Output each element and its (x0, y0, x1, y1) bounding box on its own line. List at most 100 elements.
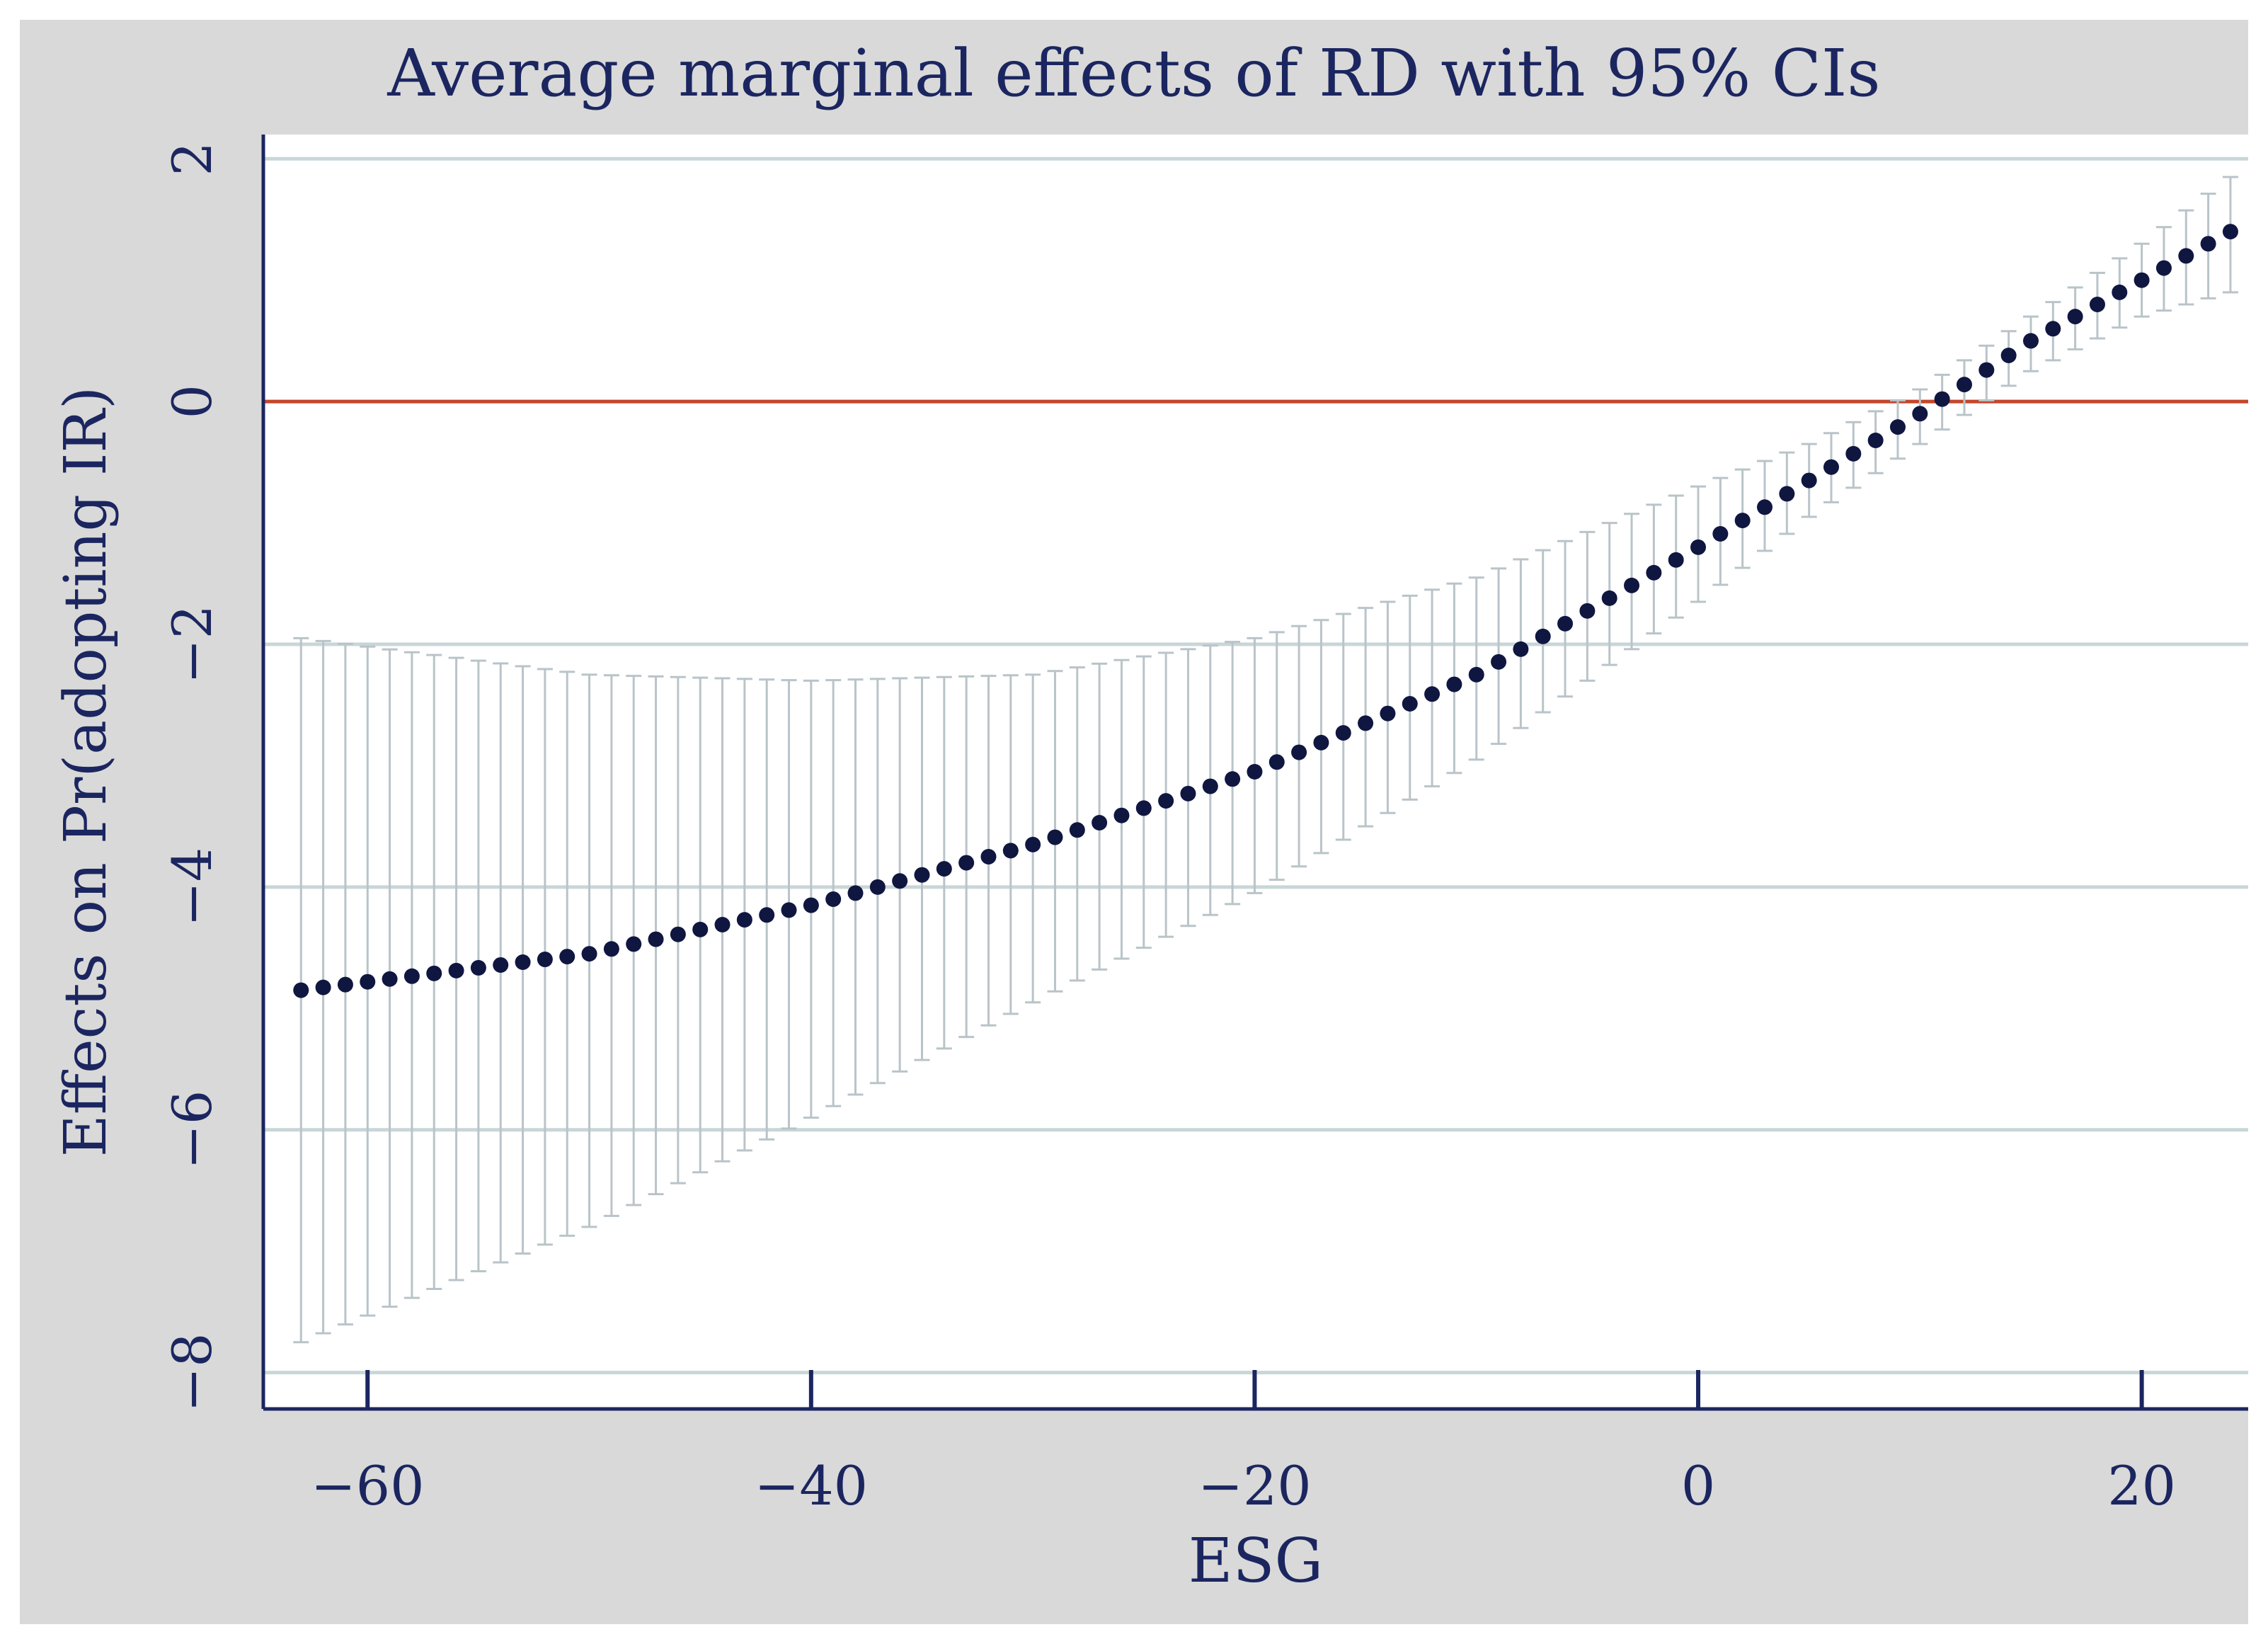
point-estimate (1779, 486, 1795, 502)
point-estimate (1468, 666, 1484, 683)
point-estimate (1313, 734, 1329, 750)
point-estimate (825, 891, 842, 907)
point-estimate (2045, 321, 2061, 337)
point-estimate (1402, 696, 1418, 712)
x-tick-label: −40 (755, 1454, 868, 1517)
x-tick-label: 20 (2107, 1454, 2176, 1517)
point-estimate (1113, 807, 1130, 823)
point-estimate (470, 959, 486, 976)
point-estimate (426, 965, 442, 981)
point-estimate (515, 954, 531, 971)
point-estimate (493, 957, 509, 973)
point-estimate (1579, 603, 1596, 619)
point-estimate (537, 952, 553, 968)
point-estimate (1335, 725, 1351, 741)
point-estimate (1912, 406, 1928, 422)
point-estimate (1845, 445, 1862, 462)
x-axis-label: ESG (1188, 1526, 1324, 1597)
point-estimate (2089, 297, 2105, 312)
x-tick-label: −60 (311, 1454, 424, 1517)
x-tick-label: 0 (1681, 1454, 1715, 1517)
point-estimate (736, 912, 752, 928)
point-estimate (1092, 815, 1108, 830)
point-estimate (759, 907, 775, 923)
point-estimate (2222, 224, 2238, 240)
y-tick-label: 2 (161, 142, 224, 176)
point-estimate (2155, 260, 2172, 276)
point-estimate (847, 885, 864, 901)
confidence-intervals (293, 176, 2238, 1344)
point-estimate (1291, 744, 1307, 760)
point-estimate (1978, 362, 1995, 378)
point-estimate (1225, 771, 1241, 787)
point-estimate (1690, 539, 1707, 555)
y-tick-label: 0 (161, 384, 224, 418)
point-estimate (2022, 333, 2039, 349)
point-estimate (448, 962, 464, 978)
point-estimates (293, 224, 2238, 998)
point-estimate (2200, 236, 2216, 252)
point-estimate (2067, 309, 2083, 325)
y-tick-label: −8 (161, 1333, 224, 1412)
point-estimate (293, 982, 309, 998)
point-estimate (1668, 552, 1684, 568)
point-estimate (869, 879, 886, 895)
point-estimate (958, 855, 975, 871)
point-estimate (1047, 829, 1063, 845)
point-estimate (559, 949, 575, 965)
point-estimate (1446, 676, 1462, 692)
chart-title: Average marginal effects of RD with 95% … (387, 35, 1881, 111)
point-estimate (1624, 577, 1640, 593)
point-estimate (1934, 391, 1950, 407)
point-estimate (1158, 793, 1174, 809)
point-estimate (892, 873, 908, 889)
point-estimate (1757, 499, 1773, 515)
point-estimate (337, 976, 353, 993)
point-estimate (2000, 348, 2017, 363)
point-estimate (1268, 754, 1285, 770)
point-estimate (1135, 800, 1152, 816)
y-tick-label: −6 (161, 1090, 224, 1170)
point-estimate (1712, 526, 1729, 542)
point-estimate (626, 936, 642, 952)
point-estimate (403, 968, 420, 984)
point-estimate (1424, 686, 1441, 702)
point-estimate (648, 931, 664, 947)
point-estimate (1069, 822, 1085, 838)
point-estimate (1801, 472, 1817, 489)
tick-labels: −60 −40 −20 0 20−8−6−4−202 (161, 142, 2176, 1517)
point-estimate (1601, 590, 1617, 606)
point-estimate (803, 897, 819, 913)
point-estimate (1358, 715, 1374, 731)
point-estimate (1535, 628, 1551, 644)
point-estimate (692, 921, 709, 937)
point-estimate (1557, 615, 1574, 632)
point-estimate (936, 861, 952, 877)
point-estimate (714, 917, 731, 932)
x-tick-label: −20 (1198, 1454, 1311, 1517)
point-estimate (1025, 836, 1041, 852)
point-estimate (1380, 705, 1396, 721)
point-estimate (1202, 778, 1218, 794)
point-estimate (1889, 419, 1906, 435)
point-estimate (315, 979, 331, 995)
point-estimate (1180, 785, 1196, 801)
point-estimate (360, 974, 376, 990)
point-estimate (980, 849, 997, 864)
point-estimate (1491, 653, 1507, 670)
point-estimate (1002, 843, 1019, 859)
point-estimate (581, 946, 597, 962)
point-estimate (603, 941, 619, 957)
y-tick-label: −2 (161, 605, 224, 684)
point-estimate (1646, 564, 1662, 581)
point-estimate (1956, 377, 1972, 393)
point-estimate (382, 971, 398, 987)
point-estimate (1823, 459, 1840, 475)
point-estimate (1247, 764, 1263, 780)
point-estimate (2134, 272, 2150, 288)
y-tick-label: −4 (161, 847, 224, 927)
point-estimate (1734, 513, 1751, 529)
point-estimate (2112, 284, 2128, 300)
point-estimate (1513, 641, 1529, 657)
